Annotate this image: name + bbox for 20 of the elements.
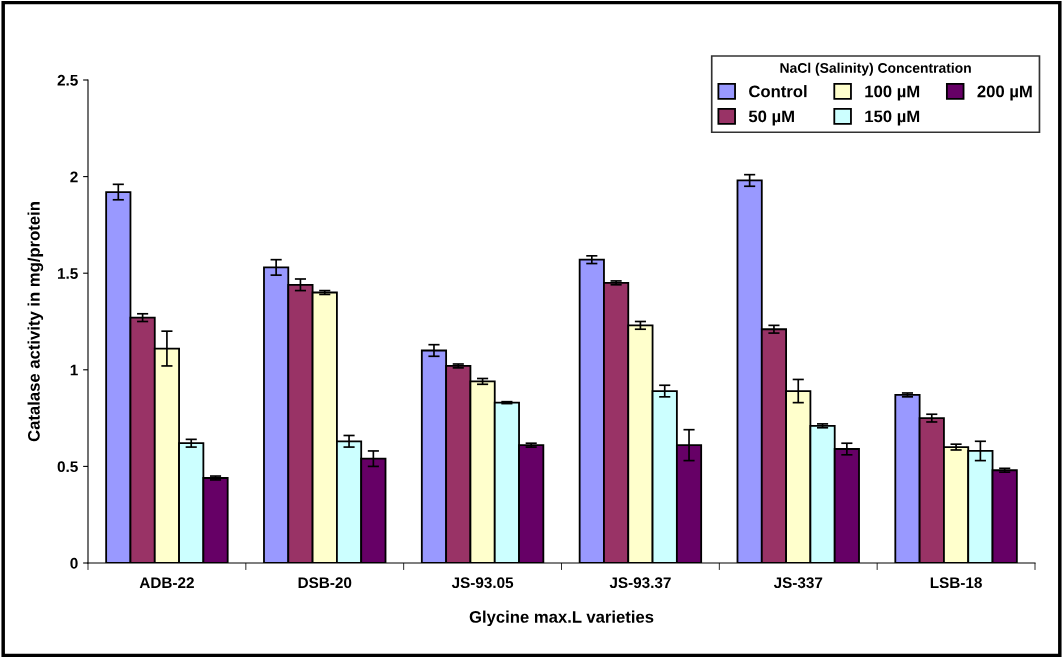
legend-label: Control [749,85,807,98]
legend-label: 150 µM [865,110,920,126]
y-tick-label: 2 [70,171,78,183]
legend-title: NaCl (Salinity) Concentration [780,62,971,76]
x-tick-label: JS-93.05 [451,577,514,589]
x-axis-title: Glycine max.L varieties [469,610,654,627]
y-tick-label: 1.5 [58,268,78,279]
legend-label: 100 µM [865,85,920,101]
y-tick-label: 2.5 [57,74,78,86]
y-tick-label: 0 [70,557,78,569]
x-tick-label: JS-337 [773,577,823,589]
x-tick-label: ADB-22 [139,577,194,588]
legend-label: 200 µM [977,85,1032,101]
y-tick-label: 1 [70,364,78,376]
legend-label: 50 µM [748,110,794,126]
y-axis-title: Catalase activity in mg/protein [27,202,44,442]
x-tick-label: DSB-20 [298,577,352,589]
x-tick-label: LSB-18 [930,577,982,589]
x-tick-label: JS-93.37 [609,577,671,589]
y-tick-label: 0.5 [57,461,78,473]
